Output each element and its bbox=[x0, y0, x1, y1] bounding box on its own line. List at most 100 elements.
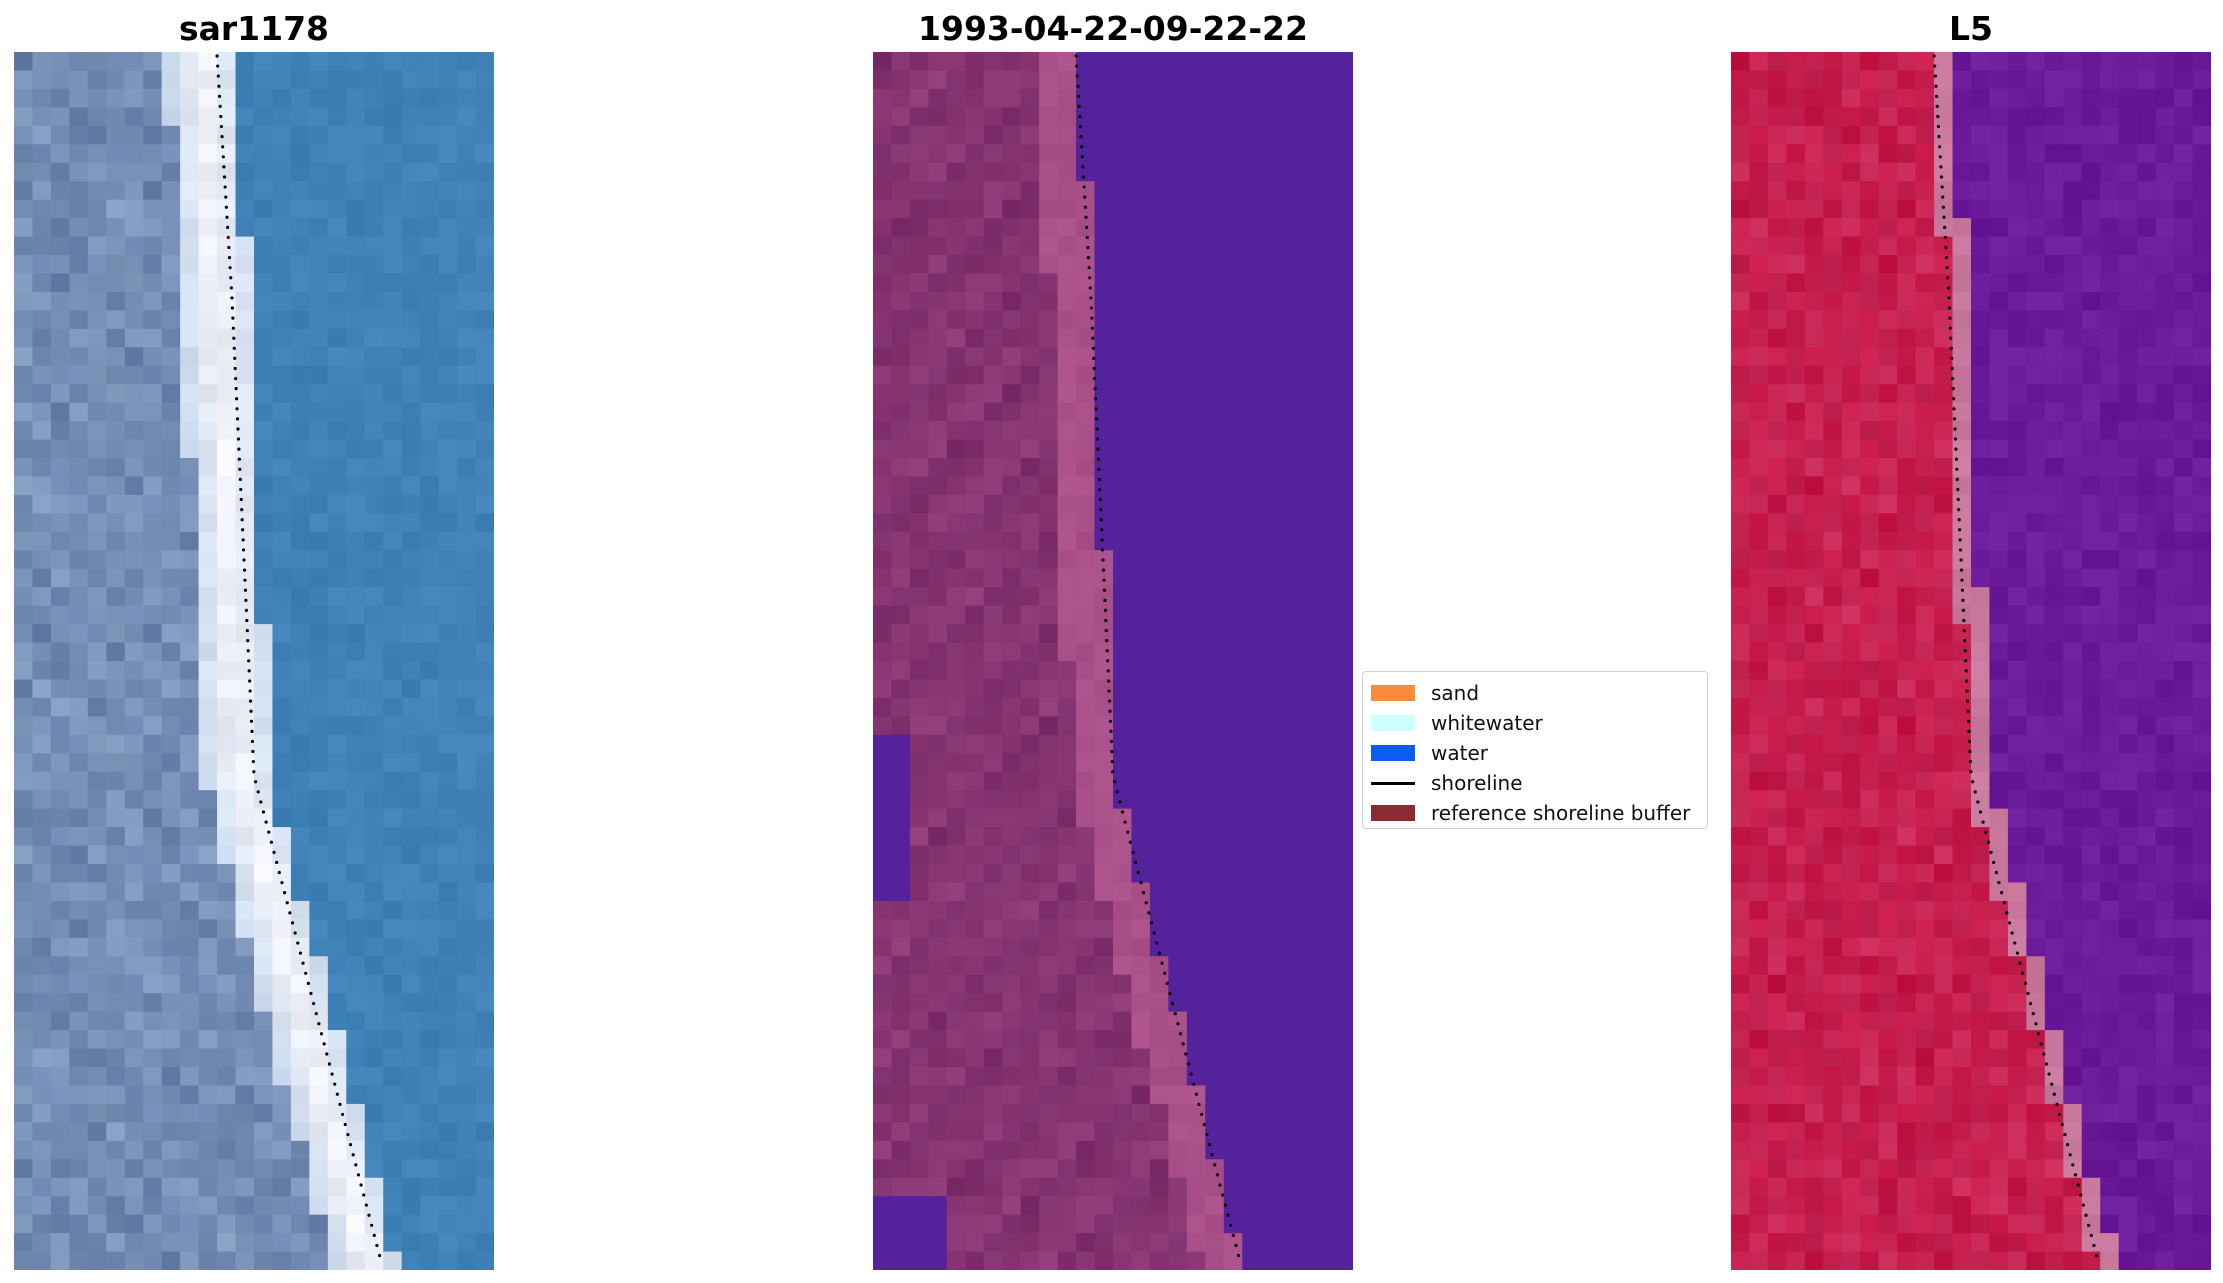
pixel bbox=[87, 218, 107, 238]
pixel bbox=[1223, 513, 1243, 533]
pixel bbox=[1823, 458, 1843, 478]
pixel bbox=[309, 642, 329, 662]
pixel bbox=[161, 384, 181, 404]
pixel bbox=[928, 993, 948, 1013]
pixel bbox=[1878, 956, 1898, 976]
pixel bbox=[928, 1251, 948, 1270]
pixel bbox=[873, 1214, 893, 1234]
pixel bbox=[891, 181, 911, 201]
pixel bbox=[1804, 273, 1824, 293]
pixel bbox=[346, 107, 366, 127]
shoreline-point bbox=[1080, 145, 1084, 149]
pixel bbox=[1149, 550, 1169, 570]
pixel bbox=[438, 1011, 458, 1031]
pixel bbox=[346, 181, 366, 201]
pixel bbox=[983, 864, 1003, 884]
pixel bbox=[161, 52, 181, 72]
pixel bbox=[1168, 1067, 1188, 1087]
pixel bbox=[909, 273, 929, 293]
pixel bbox=[1823, 771, 1843, 791]
pixel bbox=[14, 218, 34, 238]
pixel bbox=[272, 827, 292, 847]
pixel bbox=[1860, 550, 1880, 570]
pixel bbox=[1094, 291, 1114, 311]
pixel bbox=[198, 661, 218, 681]
shoreline-point bbox=[1098, 497, 1102, 502]
pixel bbox=[1786, 624, 1806, 644]
pixel bbox=[290, 1122, 310, 1142]
pixel bbox=[2174, 716, 2194, 736]
pixel bbox=[50, 273, 70, 293]
pixel bbox=[946, 993, 966, 1013]
pixel bbox=[217, 439, 237, 459]
pixel bbox=[2007, 531, 2027, 551]
pixel bbox=[1971, 808, 1991, 828]
pixel bbox=[1039, 1085, 1059, 1105]
pixel bbox=[1260, 771, 1280, 791]
pixel bbox=[1094, 1196, 1114, 1216]
pixel bbox=[180, 531, 200, 551]
pixel bbox=[1168, 845, 1188, 865]
pixel bbox=[928, 291, 948, 311]
pixel bbox=[1149, 956, 1169, 976]
pixel bbox=[2192, 716, 2211, 736]
pixel bbox=[1149, 328, 1169, 348]
pixel bbox=[983, 494, 1003, 514]
pixel bbox=[1767, 864, 1787, 884]
pixel bbox=[2063, 273, 2083, 293]
pixel bbox=[1242, 365, 1262, 385]
pixel bbox=[1952, 199, 1972, 219]
pixel bbox=[1260, 642, 1280, 662]
pixel bbox=[1223, 882, 1243, 902]
pixel bbox=[2081, 827, 2101, 847]
pixel bbox=[1279, 199, 1299, 219]
pixel bbox=[1020, 1177, 1040, 1197]
pixel bbox=[946, 310, 966, 330]
pixel bbox=[1039, 365, 1059, 385]
pixel bbox=[1989, 845, 2009, 865]
shoreline-point bbox=[1186, 1062, 1191, 1066]
pixel bbox=[143, 494, 163, 514]
pixel bbox=[1841, 587, 1861, 607]
pixel bbox=[1316, 439, 1336, 459]
pixel bbox=[290, 734, 310, 754]
shoreline-point bbox=[1112, 780, 1117, 784]
pixel bbox=[401, 550, 421, 570]
pixel bbox=[2044, 70, 2064, 90]
pixel bbox=[14, 827, 34, 847]
pixel bbox=[2081, 642, 2101, 662]
pixel bbox=[346, 513, 366, 533]
pixel bbox=[2118, 181, 2138, 201]
pixel bbox=[475, 494, 494, 514]
shoreline-point bbox=[215, 54, 219, 58]
pixel bbox=[2100, 236, 2120, 256]
pixel bbox=[475, 845, 494, 865]
pixel bbox=[909, 956, 929, 976]
pixel bbox=[1205, 494, 1225, 514]
pixel bbox=[161, 199, 181, 219]
pixel bbox=[14, 753, 34, 773]
pixel bbox=[438, 310, 458, 330]
pixel bbox=[290, 771, 310, 791]
pixel bbox=[161, 864, 181, 884]
pixel bbox=[457, 1103, 477, 1123]
pixel bbox=[909, 993, 929, 1013]
pixel bbox=[1279, 1214, 1299, 1234]
pixel bbox=[1749, 476, 1769, 496]
pixel bbox=[1057, 661, 1077, 681]
pixel bbox=[235, 402, 255, 422]
pixel bbox=[50, 845, 70, 865]
pixel bbox=[1989, 864, 2009, 884]
shoreline-point bbox=[1093, 397, 1098, 401]
pixel bbox=[2192, 900, 2211, 920]
pixel bbox=[1971, 421, 1991, 441]
pixel bbox=[1186, 365, 1206, 385]
pixel bbox=[1131, 937, 1151, 957]
pixel bbox=[87, 291, 107, 311]
pixel bbox=[124, 347, 144, 367]
pixel bbox=[180, 236, 200, 256]
pixel bbox=[50, 384, 70, 404]
pixel bbox=[1186, 439, 1206, 459]
pixel bbox=[1897, 199, 1917, 219]
pixel bbox=[2081, 864, 2101, 884]
